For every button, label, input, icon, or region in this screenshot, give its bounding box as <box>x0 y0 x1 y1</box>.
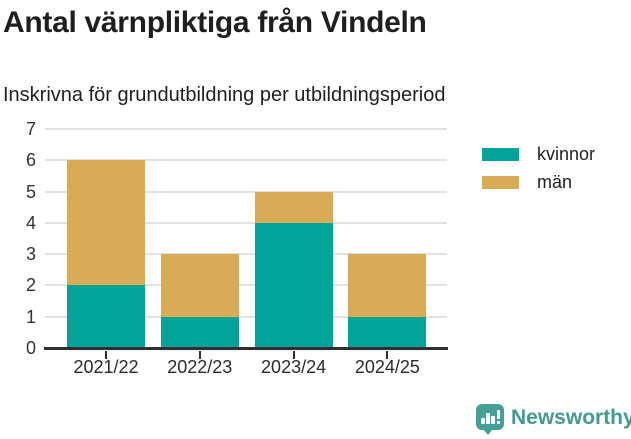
gridline <box>45 221 447 224</box>
legend-item-kvinnor: kvinnor <box>482 144 596 164</box>
brand-name: Newsworthy <box>511 406 631 429</box>
gridline <box>45 315 447 318</box>
x-tick-label: 2022/23 <box>167 357 233 377</box>
bar-chart-speech-bubble-icon <box>476 404 504 435</box>
gridline <box>45 159 447 162</box>
x-tick <box>292 351 295 359</box>
chart-subtitle: Inskrivna för grundutbildning per utbild… <box>3 84 446 106</box>
legend-label: kvinnor <box>537 144 596 164</box>
gridline <box>45 190 447 193</box>
y-tick-label: 1 <box>25 306 36 327</box>
bar-segment-kvinnor <box>348 316 427 348</box>
y-tick-label: 0 <box>25 338 36 358</box>
bar-segment-män <box>67 160 145 286</box>
x-tick <box>198 351 201 359</box>
legend-item-man: män <box>482 172 595 192</box>
bar-segment-män <box>254 191 333 223</box>
bar-segment-kvinnor <box>254 222 333 348</box>
x-tick-label: 2024/25 <box>354 357 420 377</box>
y-tick-label: 5 <box>25 181 36 202</box>
legend: kvinnor män <box>482 144 596 204</box>
x-tick <box>386 351 389 359</box>
bar-segment-män <box>348 254 427 317</box>
gridline <box>45 253 447 256</box>
bar-segment-kvinnor <box>67 285 145 348</box>
gridline <box>45 284 447 287</box>
legend-swatch-kvinnor <box>482 148 519 161</box>
y-tick-label: 6 <box>25 150 36 171</box>
newsworthy-branding: Newsworthy <box>476 404 631 435</box>
bar-segment-kvinnor <box>160 316 239 348</box>
y-tick-label: 3 <box>25 244 36 265</box>
chart-title: Antal värnpliktiga från Vindeln <box>3 6 427 39</box>
y-tick-label: 4 <box>25 212 36 233</box>
bar-segment-män <box>160 254 239 317</box>
plot-area: 0 1 2 3 4 5 6 7 2021/22 2022/23 2023/24 2024/25 <box>26 119 448 377</box>
gridline <box>45 128 447 130</box>
x-axis-line <box>44 346 448 350</box>
speech-bubble-tail <box>483 429 493 435</box>
x-tick <box>105 351 107 359</box>
legend-label: män <box>537 172 573 192</box>
x-tick-label: 2023/24 <box>261 357 327 377</box>
y-tick-label: 7 <box>25 119 36 139</box>
legend-swatch-man <box>482 176 519 189</box>
y-tick-label: 2 <box>25 275 36 296</box>
x-tick-label: 2021/22 <box>73 357 139 377</box>
